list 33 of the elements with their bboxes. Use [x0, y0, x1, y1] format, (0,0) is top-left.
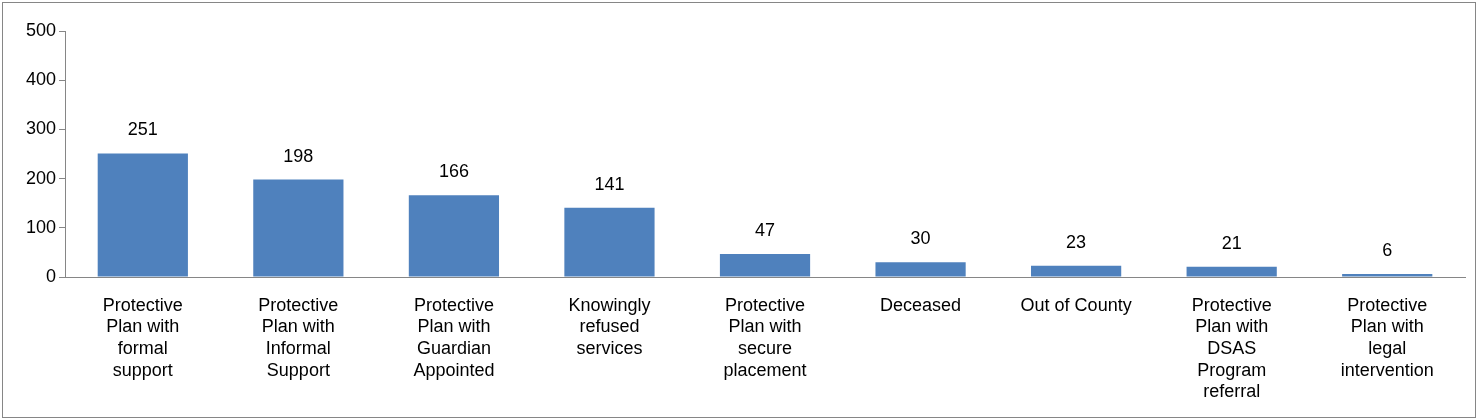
- data-label: 30: [910, 228, 931, 249]
- bar: [564, 207, 655, 277]
- x-tick-label: Deceased: [880, 294, 962, 315]
- x-tick-label: Protective Plan with Guardian Appointed: [413, 294, 495, 380]
- data-label: 141: [594, 173, 625, 194]
- x-tick-label: Out of County: [1020, 294, 1132, 315]
- y-tick-label: 0: [46, 265, 57, 286]
- bar: [1342, 274, 1433, 277]
- bar: [1031, 265, 1122, 277]
- bar: [1186, 266, 1277, 277]
- bar: [875, 262, 966, 277]
- data-label: 23: [1066, 231, 1087, 252]
- x-tick-label: Protective Plan with formal support: [102, 294, 183, 380]
- x-tick-label: Knowingly refused services: [568, 294, 651, 358]
- y-tick-label: 500: [25, 19, 57, 40]
- y-tick-label: 100: [25, 216, 57, 237]
- y-tick-label: 200: [25, 167, 57, 188]
- x-tick-label: Protective Plan with secure placement: [723, 294, 807, 380]
- data-label: 251: [127, 119, 158, 140]
- bar: [408, 195, 500, 277]
- bar: [253, 179, 344, 277]
- data-label: 47: [755, 219, 776, 240]
- y-tick-label: 400: [25, 69, 57, 90]
- y-tick-label: 300: [25, 118, 57, 139]
- data-label: 21: [1221, 232, 1242, 253]
- data-label: 166: [438, 161, 469, 182]
- data-label: 6: [1382, 240, 1393, 261]
- x-tick-label: Protective Plan with legal intervention: [1340, 294, 1434, 380]
- x-tick-label: Protective Plan with Informal Support: [258, 294, 339, 380]
- x-tick-label: Protective Plan with DSAS Program referral: [1191, 294, 1272, 402]
- bar: [719, 253, 811, 277]
- bar: [97, 153, 188, 277]
- data-label: 198: [283, 145, 314, 166]
